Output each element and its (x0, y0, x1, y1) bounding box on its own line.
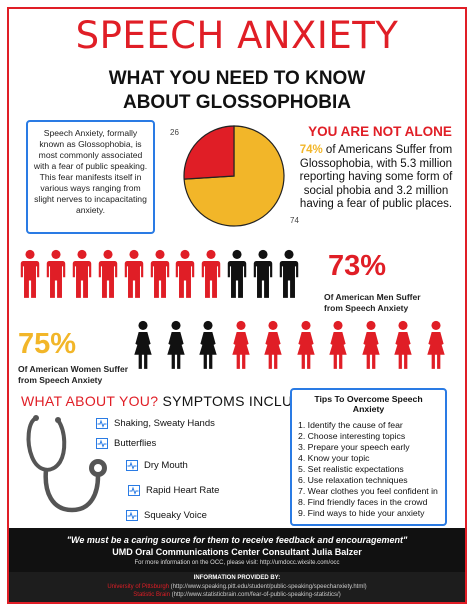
source-statbrain-name: Statistic Brain (133, 592, 170, 598)
woman-figure-icon (260, 320, 286, 375)
men-caption-line1: Of American Men Suffer (324, 292, 421, 302)
heartbeat-icon (128, 485, 140, 496)
woman-figure-icon (130, 320, 156, 375)
symptom-label: Shaking, Sweaty Hands (114, 418, 215, 429)
pie-svg (183, 125, 285, 227)
woman-figure-icon (163, 320, 189, 375)
page-subtitle-line1: WHAT YOU NEED TO KNOW (108, 68, 366, 89)
women-caption-line1: Of American Women Suffer (18, 364, 129, 374)
man-figure-icon (148, 249, 172, 304)
pie-label-large: 74 (290, 216, 299, 225)
footer-sources: INFORMATION PROVIDED BY: University of P… (9, 572, 465, 602)
footer-quote: "We must be a caring source for them to … (66, 535, 408, 545)
woman-figure-icon (423, 320, 449, 375)
footer-consultant: UMD Oral Communications Center Consultan… (112, 547, 362, 557)
men-caption-line2: from Speech Anxiety (324, 303, 409, 313)
man-figure-icon (18, 249, 42, 304)
man-figure-icon (70, 249, 94, 304)
women-caption-line2: from Speech Anxiety (18, 375, 103, 385)
symptom-item: Rapid Heart Rate (128, 485, 219, 496)
symptom-item: Dry Mouth (126, 460, 188, 471)
not-alone-heading: YOU ARE NOT ALONE (308, 124, 452, 139)
source-statbrain: Statistic Brain (http://www.statisticbra… (9, 592, 465, 598)
man-figure-icon (173, 249, 197, 304)
symptom-label: Rapid Heart Rate (146, 485, 220, 496)
page-title: SPEECH ANXIETY (75, 14, 399, 57)
women-pct: 75% (18, 328, 77, 360)
symptom-label: Butterflies (114, 438, 157, 449)
tip-item: 5. Set realistic expectations (298, 464, 404, 474)
man-figure-icon (199, 249, 223, 304)
women-figures (130, 320, 455, 370)
symptom-item: Butterflies (96, 438, 156, 449)
heartbeat-icon (96, 438, 108, 449)
pie-label-small: 26 (170, 128, 179, 137)
woman-figure-icon (293, 320, 319, 375)
symptom-label: Dry Mouth (144, 460, 188, 471)
page-border (7, 7, 467, 604)
men-caption: Of American Men Suffer from Speech Anxie… (324, 292, 421, 314)
symptoms-heading-rest: SYMPTOMS INCLUDE: (158, 393, 317, 409)
tips-list: 1. Identify the cause of fear 2. Choose i… (298, 420, 439, 519)
men-figures (18, 249, 303, 299)
intro-text: Speech Anxiety, formally known as Glosso… (33, 128, 148, 215)
footer-provided-by: INFORMATION PROVIDED BY: (193, 575, 281, 581)
tips-box: Tips To Overcome Speech Anxiety 1. Ident… (290, 388, 447, 526)
woman-figure-icon (325, 320, 351, 375)
page-subtitle-line2: ABOUT GLOSSOPHOBIA (122, 92, 351, 113)
footer: "We must be a caring source for them to … (9, 528, 465, 602)
tip-item: 2. Choose interesting topics (298, 431, 406, 441)
man-figure-icon (96, 249, 120, 304)
women-caption: Of American Women Suffer from Speech Anx… (18, 364, 128, 386)
man-figure-icon (225, 249, 249, 304)
not-alone-text: 74% of Americans Suffer from Glossophobi… (286, 144, 466, 212)
not-alone-body: of Americans Suffer from Glossophobia, w… (299, 144, 453, 210)
source-pitt-name: University of Pittsburgh (107, 584, 170, 590)
tip-item: 4. Know your topic (298, 453, 370, 463)
source-pitt: University of Pittsburgh (http://www.spe… (9, 584, 465, 590)
tip-item: 3. Prepare your speech early (298, 442, 410, 452)
man-figure-icon (251, 249, 275, 304)
man-figure-icon (122, 249, 146, 304)
tip-item: 9. Find ways to hide your anxiety (298, 508, 425, 518)
symptom-item: Shaking, Sweaty Hands (96, 418, 215, 429)
men-pct: 73% (328, 250, 387, 282)
source-pitt-url: (http://www.speaking.pitt.edu/student/pu… (169, 584, 367, 590)
source-statbrain-url: (http://www.statisticbrain.com/fear-of-p… (169, 592, 341, 598)
footer-more-info: For more information on the OCC, please … (134, 560, 340, 566)
intro-box: Speech Anxiety, formally known as Glosso… (26, 120, 155, 234)
man-figure-icon (44, 249, 68, 304)
symptoms-heading-question: WHAT ABOUT YOU? (21, 393, 159, 409)
woman-figure-icon (390, 320, 416, 375)
man-figure-icon (277, 249, 301, 304)
woman-figure-icon (228, 320, 254, 375)
heartbeat-icon (96, 418, 108, 429)
not-alone-pct: 74% (299, 144, 323, 156)
pie-chart: 26 74 (170, 120, 299, 230)
heartbeat-icon (126, 460, 138, 471)
symptom-item: Squeaky Voice (126, 510, 207, 521)
pie-slice-1 (183, 125, 235, 180)
tip-item: 7. Wear clothes you feel confident in (298, 486, 438, 496)
tip-item: 8. Find friendly faces in the crowd (298, 497, 428, 507)
symptom-label: Squeaky Voice (144, 510, 207, 521)
symptoms-heading: WHAT ABOUT YOU? SYMPTOMS INCLUDE: (21, 393, 317, 409)
woman-figure-icon (358, 320, 384, 375)
woman-figure-icon (195, 320, 221, 375)
heartbeat-icon (126, 510, 138, 521)
tip-item: 6. Use relaxation techniques (298, 475, 408, 485)
tip-item: 1. Identify the cause of fear (298, 420, 403, 430)
stethoscope-icon (26, 415, 107, 513)
tips-title: Tips To Overcome Speech Anxiety (314, 394, 423, 414)
